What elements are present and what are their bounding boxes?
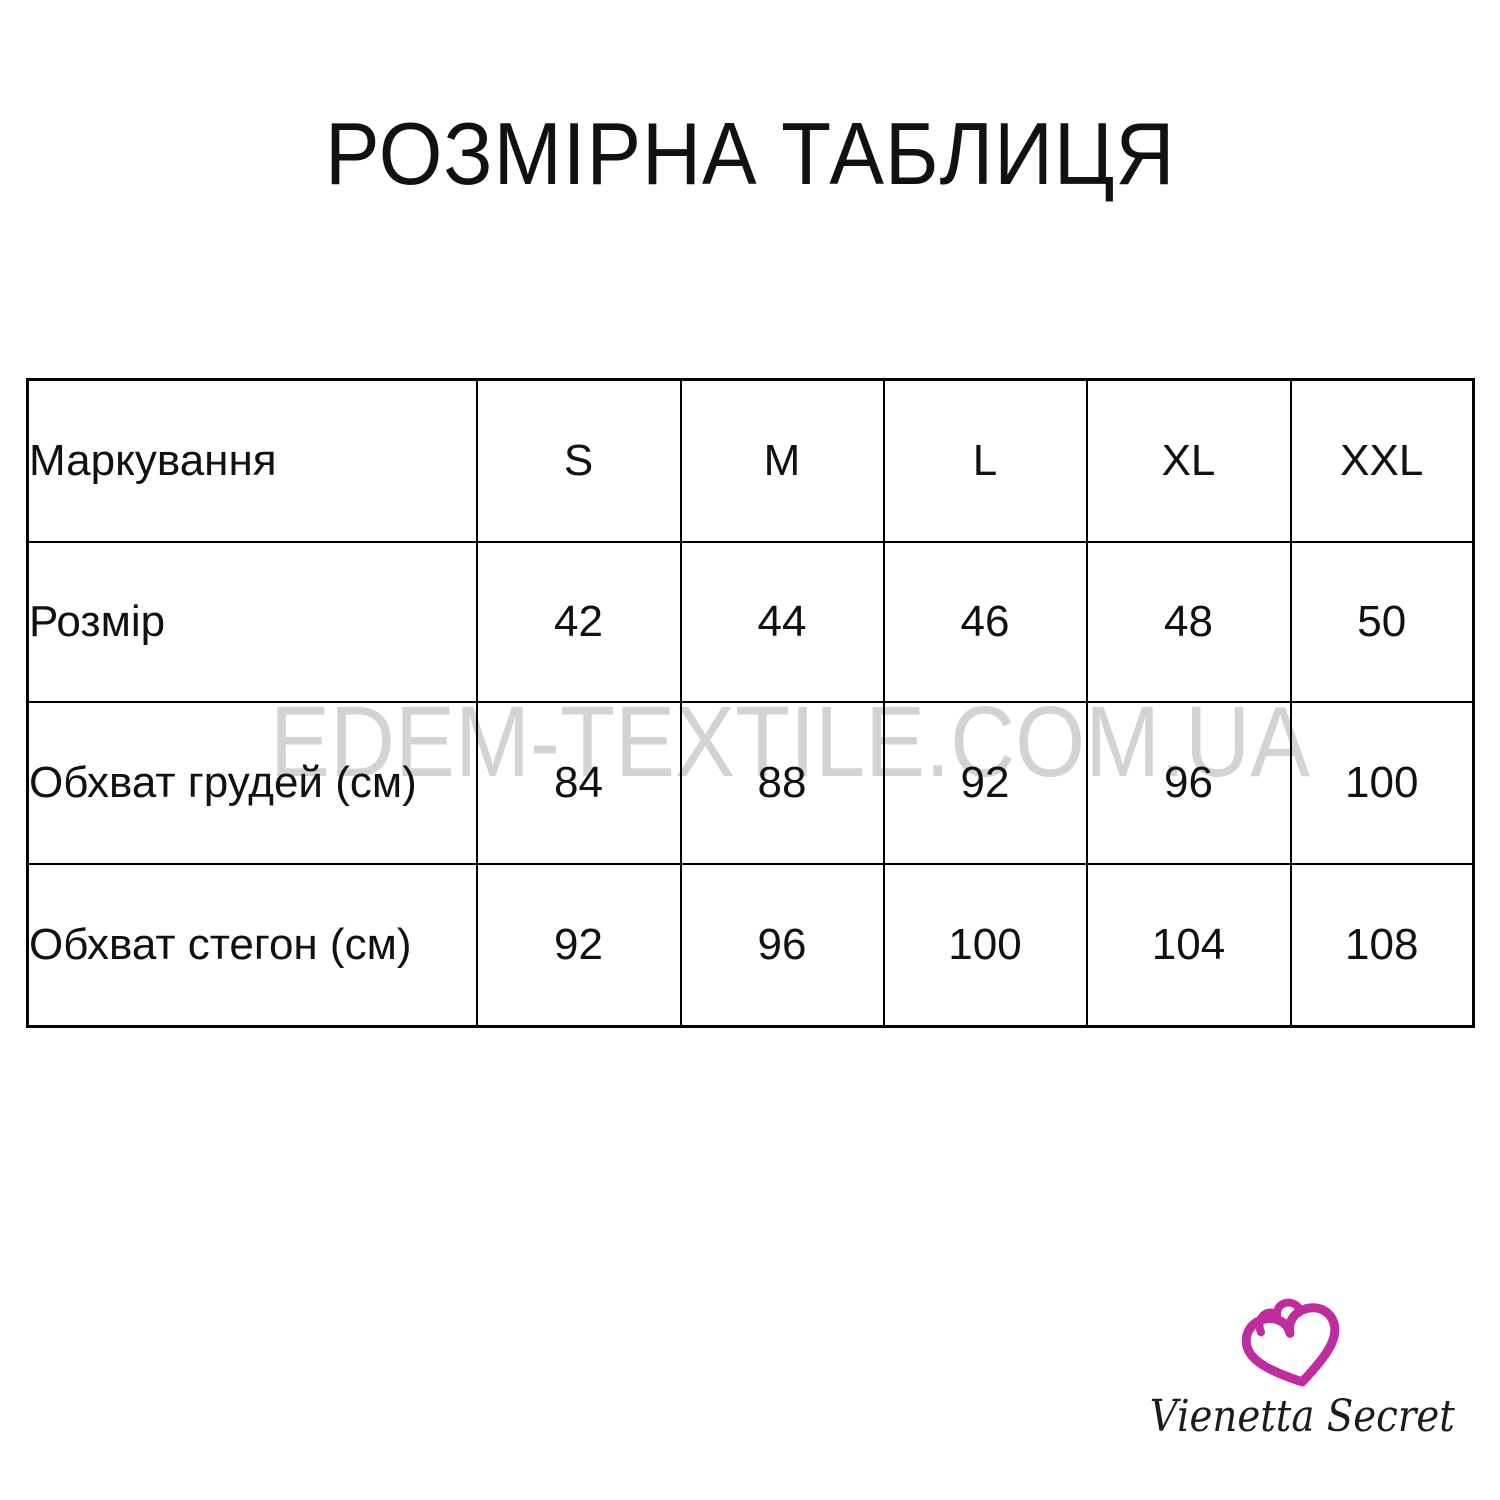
cell-hips-m: 96 <box>679 862 885 1028</box>
cell-size-l: 46 <box>882 540 1088 703</box>
cell-marking-m: M <box>679 378 885 543</box>
table-row-hips: Обхват стегон (см) 92 96 100 104 108 <box>26 862 1475 1028</box>
table-row-marking: Маркування S M L XL XXL <box>26 378 1475 543</box>
cell-chest-xxl: 100 <box>1289 700 1475 865</box>
cell-hips-xl: 104 <box>1085 862 1292 1028</box>
cell-size-xl: 48 <box>1085 540 1292 703</box>
cell-size-m: 44 <box>679 540 885 703</box>
cell-marking-l: L <box>882 378 1088 543</box>
row-label-size: Розмір <box>26 540 478 703</box>
cell-size-s: 42 <box>475 540 682 703</box>
cell-hips-l: 100 <box>882 862 1088 1028</box>
cell-marking-s: S <box>475 378 682 543</box>
cell-chest-m: 88 <box>679 700 885 865</box>
cell-marking-xxl: XXL <box>1289 378 1475 543</box>
page-title: РОЗМІРНА ТАБЛИЦЯ <box>324 104 1176 203</box>
size-table: Маркування S M L XL XXL Розмір 42 44 46 … <box>26 378 1475 1028</box>
cell-chest-l: 92 <box>882 700 1088 865</box>
cell-hips-xxl: 108 <box>1289 862 1475 1028</box>
table-row-chest: Обхват грудей (см) 84 88 92 96 100 <box>26 700 1475 865</box>
cell-chest-xl: 96 <box>1085 700 1292 865</box>
page-title-wrap: РОЗМІРНА ТАБЛИЦЯ <box>0 103 1500 205</box>
cell-hips-s: 92 <box>475 862 682 1028</box>
brand-logo: Vienetta Secret <box>1130 1295 1460 1460</box>
row-label-chest: Обхват грудей (см) <box>26 700 478 865</box>
cell-size-xxl: 50 <box>1289 540 1475 703</box>
double-heart-icon <box>1241 1298 1340 1387</box>
cell-chest-s: 84 <box>475 700 682 865</box>
table-row-size: Розмір 42 44 46 48 50 <box>26 540 1475 703</box>
brand-name-text: Vienetta Secret <box>1149 1391 1455 1442</box>
row-label-marking: Маркування <box>26 378 478 543</box>
row-label-hips: Обхват стегон (см) <box>26 862 478 1028</box>
cell-marking-xl: XL <box>1085 378 1292 543</box>
